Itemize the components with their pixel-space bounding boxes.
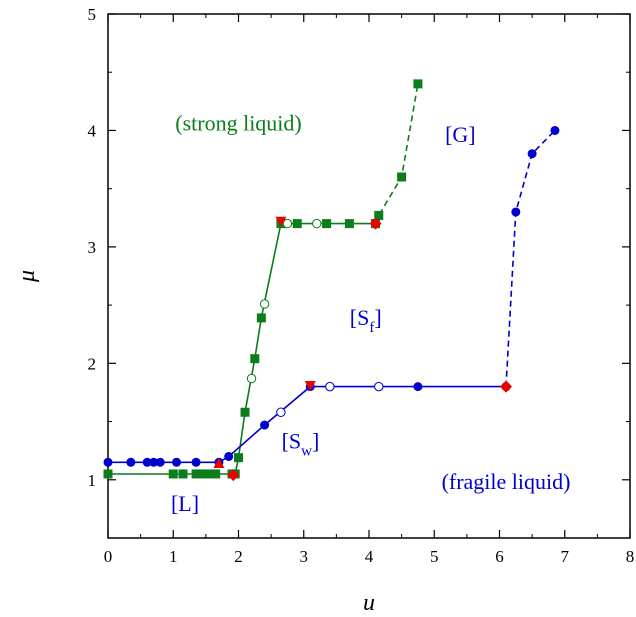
green-solid-point <box>250 354 260 364</box>
green-solid-point <box>178 469 188 479</box>
x-tick-label: 0 <box>104 547 113 566</box>
sw-region-main: [S <box>282 428 302 453</box>
green-solid-line <box>108 222 376 475</box>
green-solid-point <box>211 469 221 479</box>
y-tick-label: 4 <box>88 121 97 140</box>
series-layer <box>108 83 556 475</box>
liquid-region-annotation: [L] <box>171 491 199 516</box>
x-tick-label: 6 <box>495 547 504 566</box>
blue-solid-point <box>413 382 423 392</box>
green-dashed-line <box>374 83 419 224</box>
green-solid-point <box>322 219 332 229</box>
green-solid-point <box>344 219 354 229</box>
red-diamonds-point <box>500 380 513 393</box>
blue-solid-point <box>149 457 159 467</box>
sw-region-subscript: w <box>301 443 312 459</box>
sw-region-close: ] <box>312 428 319 453</box>
y-axis-label: μ <box>14 270 40 283</box>
blue-solid-point <box>224 451 234 461</box>
blue-open-circles-point <box>374 381 384 392</box>
blue-open-circles-point <box>276 407 286 417</box>
green-dashed-point <box>413 79 423 89</box>
green-open-circles-point <box>282 218 293 229</box>
blue-solid-point <box>260 420 270 430</box>
strong-liquid-annotation: (strong liquid) <box>175 110 302 135</box>
sf-region-subscript: f <box>369 320 374 336</box>
y-axis-ticks: 1 2 3 4 5 <box>88 5 630 539</box>
blue-solid-point <box>103 457 113 467</box>
annotation-layer: (strong liquid) [G][Sf][Sw](fragile liqui… <box>171 110 571 516</box>
green-open-circles-point <box>259 299 270 309</box>
y-tick-label: 2 <box>88 354 97 373</box>
blue-solid-point <box>191 457 201 467</box>
blue-solid-point <box>142 457 152 467</box>
blue-solid-point <box>155 457 165 467</box>
red-diamonds-point <box>227 469 240 482</box>
blue-dashed-point <box>511 207 521 217</box>
green-dashed-point <box>397 172 407 182</box>
x-tick-label: 4 <box>365 547 374 566</box>
x-axis-ticks: 0 1 2 3 4 5 6 7 8 <box>104 14 635 566</box>
x-tick-label: 3 <box>300 547 309 566</box>
green-solid-point <box>256 313 266 323</box>
sf-region-close: ] <box>374 305 381 330</box>
green-solid-point <box>204 469 214 479</box>
y-tick-label: 5 <box>88 5 97 24</box>
blue-solid-point <box>172 457 182 467</box>
green-solid-point <box>191 469 201 479</box>
sf-region-main: [S <box>350 305 370 330</box>
sf-region-annotation: [Sf] <box>350 305 382 336</box>
x-tick-label: 7 <box>561 547 570 566</box>
x-tick-label: 1 <box>169 547 178 566</box>
glass-region-annotation: [G] <box>445 122 476 147</box>
red-diamonds-point <box>369 217 382 230</box>
blue-dashed-point <box>527 149 537 159</box>
green-open-circles-point <box>312 218 322 229</box>
blue-open-circles-point <box>325 381 335 392</box>
green-solid-point <box>234 453 243 463</box>
blue-dashed-point <box>550 125 560 135</box>
red-triangles-down-point <box>304 380 316 391</box>
green-solid-point <box>240 407 250 417</box>
red-triangles-up-point <box>213 457 225 468</box>
fragile-liquid-annotation: (fragile liquid) <box>442 469 571 494</box>
green-solid-point <box>198 469 208 479</box>
y-tick-label: 3 <box>88 238 97 257</box>
green-solid-point <box>292 219 302 229</box>
y-tick-label: 1 <box>88 471 97 490</box>
plot-frame <box>107 13 631 539</box>
red-triangles-down-point <box>275 216 287 227</box>
sw-region-annotation: [Sw] <box>282 428 320 459</box>
green-solid-point <box>103 469 113 479</box>
green-dashed-point <box>374 210 384 220</box>
x-tick-label: 8 <box>626 547 635 566</box>
blue-solid-point <box>126 457 136 467</box>
green-open-circles-point <box>246 373 257 384</box>
marker-layer <box>103 79 560 482</box>
x-tick-label: 2 <box>234 547 243 566</box>
x-tick-label: 5 <box>430 547 439 566</box>
blue-dashed-line <box>505 129 556 387</box>
x-axis-label: u <box>363 590 375 616</box>
green-solid-point <box>168 469 178 479</box>
